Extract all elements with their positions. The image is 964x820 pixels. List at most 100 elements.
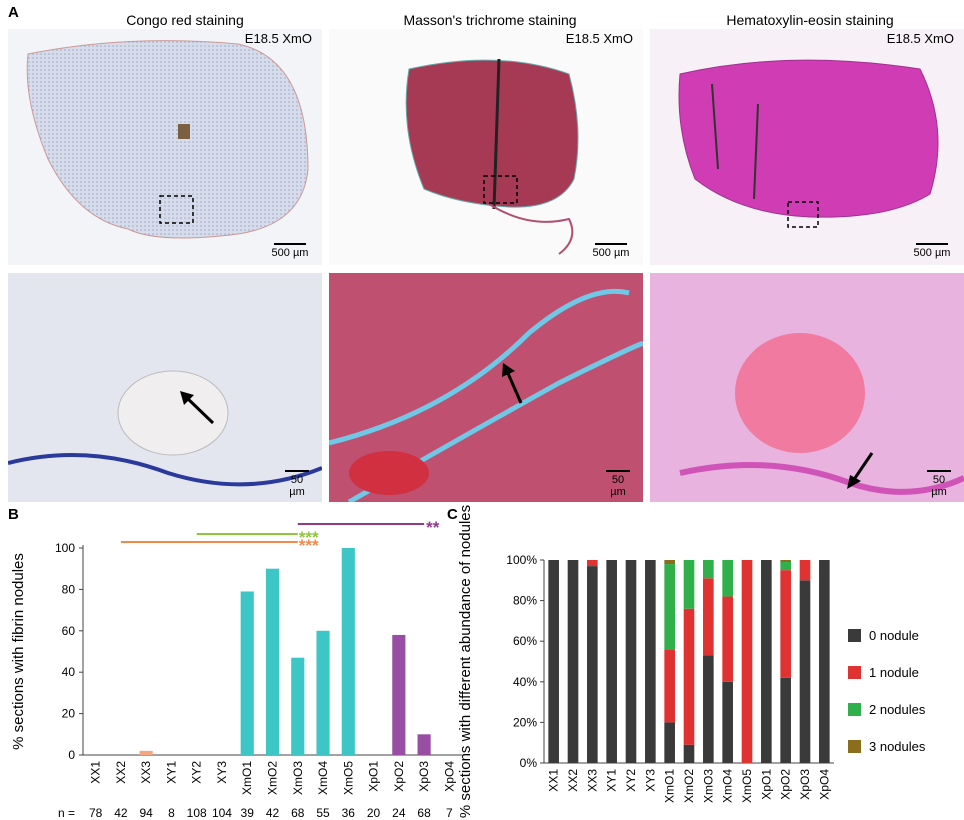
- x-tick-label: XmO2: [266, 761, 280, 795]
- segment-0-nodule-xmo1: [664, 722, 675, 763]
- x-tick-label: XpO2: [392, 761, 406, 792]
- sample-tag: E18.5 XmO: [886, 31, 954, 46]
- segment-2-nodules-xmo3: [703, 560, 714, 579]
- bar-xpo3: [417, 734, 431, 755]
- x-tick-label: XpO2: [779, 769, 793, 800]
- x-tick-label: XX3: [139, 761, 153, 784]
- segment-1-nodule-xpo3: [799, 560, 811, 581]
- segment-3-nodules-xmo1: [664, 560, 675, 565]
- x-tick-label: XmO5: [341, 761, 355, 795]
- y-tick-label: 20: [62, 707, 76, 721]
- panel-b-letter: B: [8, 506, 19, 523]
- panel-c-letter: C: [447, 506, 458, 523]
- x-tick-label: XY3: [215, 761, 229, 784]
- segment-1-nodule-xmo5: [741, 560, 753, 763]
- title-congo-red: Congo red staining: [126, 12, 244, 28]
- significance-stars: ***: [299, 528, 319, 547]
- x-tick-label: XmO2: [682, 769, 696, 803]
- y-tick-label: 100%: [506, 553, 537, 567]
- sample-tag: E18.5 XmO: [565, 31, 633, 46]
- y-tick-label: 60: [62, 624, 76, 638]
- segment-0-nodule-xpo4: [819, 560, 830, 763]
- x-tick-label: XY1: [605, 769, 619, 792]
- bar-xpo2: [392, 634, 406, 755]
- segment-0-nodule-xpo1: [761, 560, 772, 763]
- x-tick-label: XmO3: [701, 769, 715, 803]
- y-axis-label: % sections with fibrin nodules: [10, 553, 27, 750]
- x-tick-label: XpO1: [367, 761, 381, 792]
- x-tick-label: XY2: [190, 761, 204, 784]
- bar-xmo3: [291, 657, 305, 755]
- chart-b: 0 20 40 60 80 100 % sections with fibrin nodul…: [10, 518, 462, 820]
- n-prefix: n =: [58, 806, 75, 820]
- segment-1-nodule-xmo1: [664, 649, 675, 723]
- x-tick-label: XmO3: [291, 761, 305, 795]
- x-tick-label: XpO1: [759, 769, 773, 800]
- n-value: 104: [212, 806, 232, 820]
- congo-red-overview-image: E18.5 XmO 500 µm: [8, 29, 322, 265]
- legend-swatch: [848, 740, 861, 753]
- n-value: 108: [187, 806, 207, 820]
- x-tick-label: XmO1: [663, 769, 677, 803]
- legend-label: 2 nodules: [869, 702, 926, 717]
- bar-xmo1: [240, 591, 254, 755]
- congo-red-zoom-image: 50 µm: [8, 273, 322, 502]
- x-tick-label: XpO4: [817, 769, 831, 800]
- segment-1-nodule-xmo4: [722, 596, 733, 682]
- scale-bar: 50 µm: [282, 470, 312, 498]
- segment-1-nodule-xmo3: [703, 578, 714, 656]
- n-value: 94: [139, 806, 153, 820]
- segment-0-nodule-xmo2: [683, 744, 695, 763]
- segment-0-nodule-xpo2: [780, 677, 791, 763]
- n-value: 42: [266, 806, 280, 820]
- segment-0-nodule-xx3: [587, 566, 598, 763]
- bar-xx3: [139, 750, 153, 755]
- legend-swatch: [848, 629, 861, 642]
- he-zoom-image: 50 µm: [650, 273, 964, 502]
- segment-0-nodule-xy1: [606, 560, 617, 763]
- masson-zoom-image: 50 µm: [329, 273, 643, 502]
- y-tick-label: 80%: [513, 594, 537, 608]
- segment-1-nodule-xx3: [587, 560, 598, 567]
- scale-bar: 50 µm: [603, 470, 633, 498]
- x-tick-label: XX1: [547, 769, 561, 792]
- segment-0-nodule-xmo4: [722, 681, 733, 763]
- legend-label: 0 nodule: [869, 628, 919, 643]
- n-value: 39: [241, 806, 255, 820]
- title-masson: Masson's trichrome staining: [403, 12, 577, 28]
- x-tick-label: XpO4: [442, 761, 456, 792]
- x-tick-label: XY2: [624, 769, 638, 792]
- y-tick-label: 0: [68, 748, 75, 762]
- y-tick-label: 100: [55, 541, 75, 555]
- x-tick-label: XmO5: [740, 769, 754, 803]
- he-overview-image: E18.5 XmO 500 µm: [650, 29, 964, 265]
- x-tick-label: XX2: [566, 769, 580, 792]
- x-tick-label: XY3: [643, 769, 657, 792]
- segment-0-nodule-xx1: [548, 560, 559, 763]
- n-value: 78: [89, 806, 103, 820]
- scale-bar: 500 µm: [589, 243, 633, 259]
- x-tick-label: XY1: [164, 761, 178, 784]
- n-value: 68: [291, 806, 305, 820]
- n-value: 55: [316, 806, 330, 820]
- title-he: Hematoxylin-eosin staining: [726, 12, 894, 28]
- segment-2-nodules-xpo2: [780, 562, 791, 571]
- segment-2-nodules-xmo2: [683, 560, 695, 609]
- x-tick-label: XpO3: [417, 761, 431, 792]
- significance-stars: ***: [299, 536, 319, 555]
- x-tick-label: XmO1: [240, 761, 254, 795]
- x-tick-label: XmO4: [316, 761, 330, 795]
- y-tick-label: 40%: [513, 675, 537, 689]
- masson-overview-image: E18.5 XmO 500 µm: [329, 29, 643, 265]
- bar-xmo5: [341, 548, 355, 755]
- legend-label: 3 nodules: [869, 739, 926, 754]
- x-tick-label: XpO3: [798, 769, 812, 800]
- sample-tag: E18.5 XmO: [244, 31, 312, 46]
- n-value: 20: [367, 806, 381, 820]
- chart-c: 0% 20% 40% 60% 80% 100% % sections with differ…: [457, 505, 926, 818]
- x-tick-label: XmO4: [721, 769, 735, 803]
- segment-0-nodule-xx2: [567, 560, 579, 763]
- y-tick-label: 80: [62, 582, 76, 596]
- bar-xmo2: [265, 568, 280, 755]
- legend-swatch: [848, 703, 861, 716]
